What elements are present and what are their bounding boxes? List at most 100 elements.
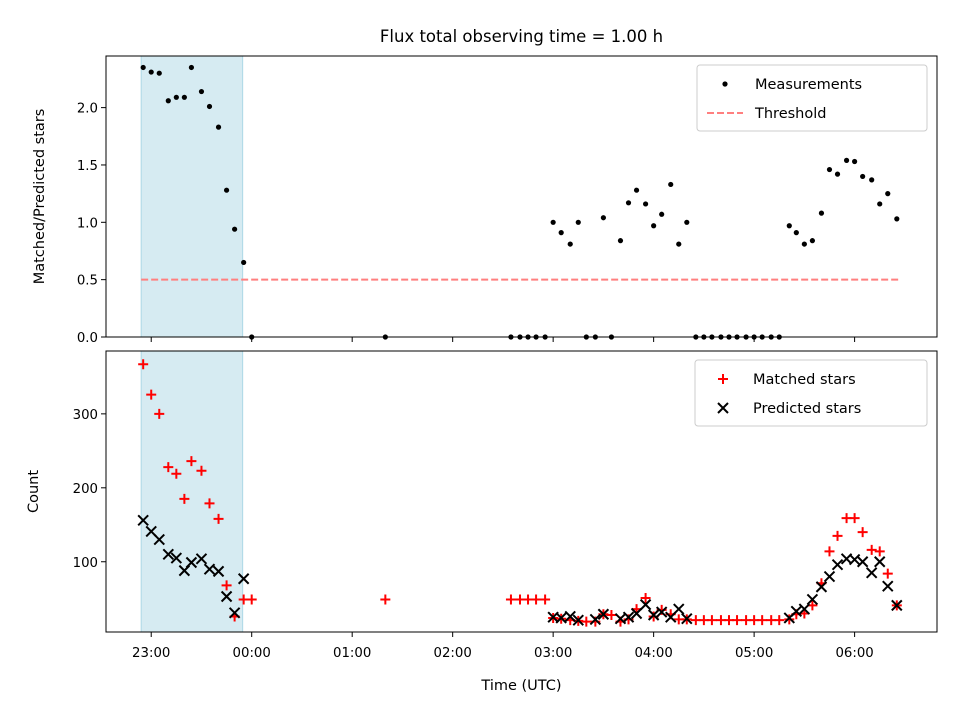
data-point [625,200,632,206]
data-point [622,611,635,623]
data-point [575,219,581,225]
data-point [162,548,175,561]
data-point [818,210,825,216]
data-point [823,570,836,583]
legend-frame [696,64,928,132]
data-point [232,226,238,232]
data-point [148,69,154,75]
data-point [165,98,171,104]
data-point [831,559,844,571]
data-point [555,612,567,624]
data-point [589,613,602,626]
data-point [153,533,165,546]
x-tick-label: 23:00 [132,646,170,661]
data-point [882,568,893,579]
y-tick-label: 100 [73,556,98,571]
data-point [866,544,877,555]
data-point [171,468,182,479]
x-axis-label: Time (UTC) [480,678,561,694]
ratio-panel: 0.0 0.5 1.0 1.5 2.0 Matched/Predicted stars Me… [32,55,938,346]
data-point [801,241,807,247]
y-axis-label: Matched/Predicted stars [32,109,48,285]
data-point [505,594,516,605]
y-tick-label: 200 [73,482,98,497]
data-point [874,546,885,557]
data-point [857,527,868,538]
legend: Measurements Threshold [696,64,928,132]
data-point [206,103,213,110]
chart-title: Flux total observing time = 1.00 h [380,27,663,46]
data-point [856,556,869,568]
x-tick-label: 02:00 [434,646,472,661]
data-point [640,592,651,603]
data-point [195,553,208,565]
data-point [815,581,828,593]
x-tick-label: 03:00 [534,646,572,661]
data-point [757,615,768,626]
data-point [196,465,207,476]
data-point [237,573,250,585]
data-point [228,607,241,619]
legend-swatch [718,374,728,384]
data-point [246,594,257,605]
y-tick-label: 0.0 [77,331,98,346]
data-point [540,594,551,605]
legend-swatch [722,81,728,87]
data-point [809,238,816,244]
data-point [181,94,187,100]
data-point [668,181,674,188]
data-point [891,599,903,612]
data-point [564,610,576,623]
data-point [558,230,564,236]
data-point [894,216,900,222]
data-point [732,615,743,626]
data-point [212,565,225,578]
data-point [203,563,216,575]
data-point [874,556,886,568]
x-tick-label: 00:00 [233,646,271,661]
data-point [659,211,665,217]
data-point [531,594,542,605]
data-point [651,223,657,229]
data-point [137,514,149,527]
legend-label: Threshold [754,106,826,122]
data-point [865,567,878,579]
y-tick-label: 1.0 [77,216,98,231]
x-tick-label: 01:00 [333,646,371,661]
data-point [223,187,230,193]
x-tick-label: 04:00 [634,646,672,661]
legend-frame [694,359,928,427]
data-point [882,580,894,592]
legend-label: Matched stars [753,372,856,388]
data-point [156,70,162,76]
data-point [885,191,891,197]
data-point [630,607,643,620]
axes-frame [105,350,938,633]
legend: Matched stars Predicted stars [694,359,928,427]
data-point [186,456,197,467]
y-tick-label: 2.0 [77,102,98,117]
data-point [221,580,232,591]
data-point [639,598,652,611]
data-point [198,88,205,95]
data-point [380,594,391,605]
data-point [877,201,883,207]
y-axis-label: Count [26,470,42,513]
axes-frame [105,55,938,338]
data-point [848,553,861,566]
data-point [852,158,858,165]
data-point [676,241,682,247]
data-point [786,223,792,229]
data-point [581,616,592,627]
data-point [146,389,157,400]
data-point [633,187,640,193]
data-point [572,614,584,626]
data-point [213,513,224,524]
legend-label: Measurements [755,77,862,93]
data-point [673,603,685,615]
data-point [784,614,795,625]
data-point [204,498,215,509]
data-point [706,615,717,626]
data-point [843,157,850,163]
